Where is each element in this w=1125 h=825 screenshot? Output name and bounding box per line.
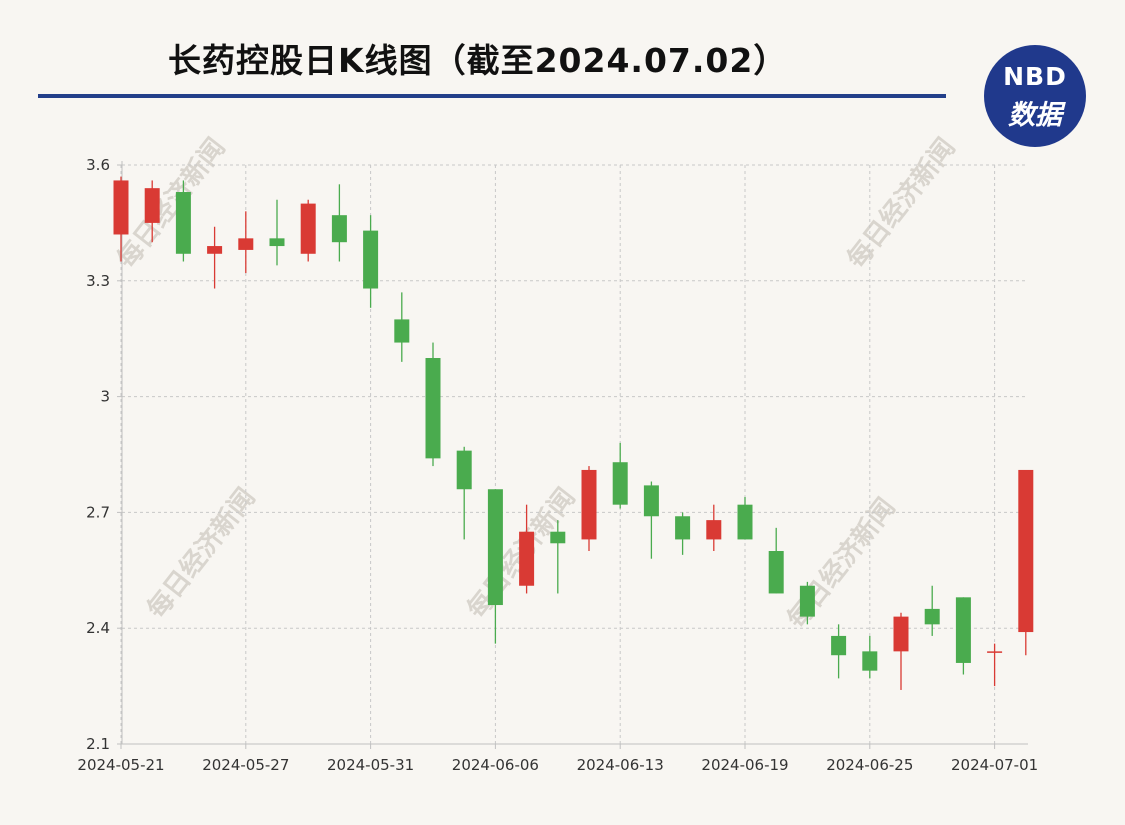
candle-body [519,531,535,586]
candles-layer [113,176,1034,690]
logo-nbd-text: NBD [1003,62,1067,91]
candle-body [706,520,722,540]
y-tick-label: 3 [100,388,110,406]
candle-body [643,485,659,517]
x-tick-label: 2024-06-06 [452,756,539,774]
y-tick-label: 2.7 [86,503,110,521]
candle [643,481,659,559]
candle [425,342,441,467]
candle-body [799,585,815,617]
candle [581,466,597,551]
candle-body [831,635,847,656]
candle-body [487,489,503,606]
candle [456,446,472,540]
title-underline [38,94,946,98]
candle [1018,469,1034,656]
candle-body [331,215,347,243]
candle-body [113,180,129,235]
candle-body [144,188,160,223]
logo-data-text: 数据 [1008,100,1062,131]
y-tick-label: 2.4 [86,619,110,637]
watermark-text: 每日经济新闻 [141,482,261,624]
candle-body [550,531,566,544]
candle [706,504,722,551]
chart-title: 长药控股日K线图（截至2024.07.02） [168,41,788,80]
candle-body [363,230,379,289]
y-tick-label: 3.6 [86,156,110,174]
y-tick-label: 3.3 [86,272,110,290]
candle [144,180,160,243]
candle [675,512,691,555]
candle-body [175,192,191,254]
candle-body [987,651,1003,653]
candle-body [737,504,753,540]
x-tick-label: 2024-05-27 [202,756,289,774]
candle-body [612,462,628,505]
candle [924,585,940,636]
candle-body [394,319,410,343]
candle [363,215,379,308]
x-tick-label: 2024-06-19 [701,756,788,774]
axes-layer: 3.6 3.3 3 2.7 2.4 2.1 2024-05-21 2024-05-27 2024… [77,156,1038,774]
candle [612,442,628,509]
candle-body [955,597,971,663]
candle-body [768,551,784,594]
watermark-layer: 每日经济新闻每日经济新闻每日经济新闻每日经济新闻每日经济新闻 [111,132,961,634]
candle-body [675,516,691,540]
nbd-logo: NBD 数据 [984,45,1086,147]
candle [893,612,909,690]
candle [331,184,347,262]
candle [300,199,316,262]
candle [238,211,254,274]
y-tick-label: 2.1 [86,735,110,753]
candle [862,635,878,679]
x-tick-label: 2024-06-25 [826,756,913,774]
candle [737,496,753,540]
watermark-text: 每日经济新闻 [841,132,961,274]
x-tick-label: 2024-05-31 [327,756,414,774]
candle-body [207,246,223,254]
candle-body [862,651,878,671]
candle [519,504,535,594]
candle-body [300,203,316,254]
candle [955,597,971,675]
candle [113,176,129,262]
candle-body [581,469,597,540]
candle [394,292,410,362]
candle-body [425,358,441,459]
candle-body [1018,469,1034,633]
candle [175,180,191,262]
candle [768,527,784,594]
candle [831,624,847,679]
grid-layer [120,164,1028,745]
candle-body [238,238,254,250]
candle [550,520,566,594]
candle [987,643,1003,687]
watermark-text: 每日经济新闻 [781,492,901,634]
candle-body [924,608,940,625]
candle [799,581,815,625]
candle-body [456,450,472,490]
candle [207,226,223,289]
x-tick-label: 2024-05-21 [77,756,164,774]
candle-body [269,238,285,247]
x-tick-label: 2024-07-01 [951,756,1038,774]
candle [487,489,503,644]
x-tick-label: 2024-06-13 [577,756,664,774]
candle [269,199,285,266]
candle-body [893,616,909,652]
